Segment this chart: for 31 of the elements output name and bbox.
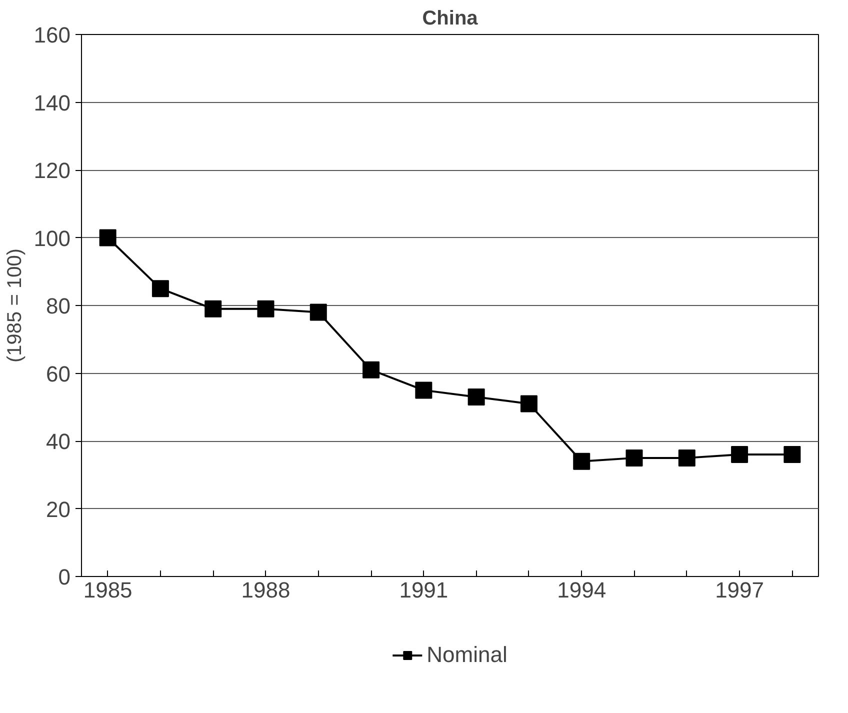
x-tick-label: 1994 [557, 578, 606, 602]
y-tick-label: 40 [46, 429, 71, 454]
point [152, 280, 169, 298]
point [573, 452, 590, 470]
point [204, 300, 222, 318]
point [520, 395, 538, 412]
chart-title: China [422, 8, 479, 30]
point [731, 446, 748, 464]
legend-label: Nominal [426, 642, 508, 668]
y-tick-label: 60 [46, 361, 71, 386]
y-tick-label: 140 [34, 90, 71, 116]
x-tick-label: 1997 [715, 578, 764, 602]
y-tick-label: 20 [46, 496, 71, 522]
point [784, 446, 801, 464]
point [257, 300, 274, 318]
y-tick-label: 120 [34, 158, 71, 183]
x-tick-label: 1991 [399, 578, 448, 602]
y-tick-label: 0 [58, 564, 71, 590]
point [415, 382, 432, 399]
point [468, 388, 485, 406]
point [626, 449, 643, 466]
y-tick-label: 160 [34, 22, 71, 48]
x-tick-label: 1985 [83, 578, 132, 602]
y-axis-title: (1985 = 100) [4, 248, 26, 362]
point [678, 449, 696, 466]
point [99, 229, 116, 246]
x-tick-label: 1988 [241, 578, 290, 602]
y-tick-label: 100 [34, 226, 71, 251]
point [362, 361, 380, 378]
point [310, 304, 327, 321]
y-tick-label: 80 [46, 294, 71, 318]
